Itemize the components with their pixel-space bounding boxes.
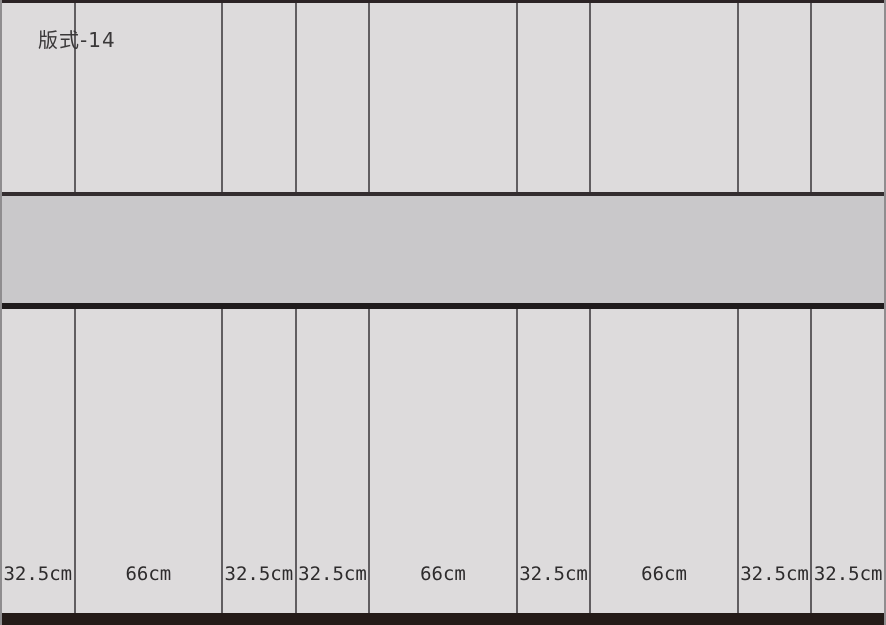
panel-column: 32.5cm (294, 309, 369, 613)
panel-width-label: 32.5cm (813, 563, 883, 585)
panel-column (736, 3, 811, 192)
top-frame-bar (2, 0, 884, 3)
panel-column (73, 3, 222, 192)
panel-column (810, 3, 884, 192)
panel-column (294, 3, 369, 192)
panel-width-label: 32.5cm (298, 563, 367, 585)
panel-width-label: 66cm (420, 563, 466, 585)
panel-column: 32.5cm (736, 309, 811, 613)
panel-column: 32.5cm (221, 309, 295, 613)
panel-column: 66cm (73, 309, 222, 613)
middle-band (2, 196, 884, 303)
lower-panel-row: 32.5cm 66cm 32.5cm 32.5cm 66cm 32.5cm 66cm 32.5… (2, 309, 884, 613)
bottom-frame-bar (2, 613, 884, 625)
diagram-title: 版式-14 (38, 28, 116, 52)
band-top-border (2, 192, 884, 196)
panel-width-label: 32.5cm (740, 563, 809, 585)
panel-width-label: 66cm (125, 563, 172, 585)
panel-column (221, 3, 295, 192)
panel-column (589, 3, 737, 192)
panel-width-label: 32.5cm (224, 563, 294, 585)
panel-column: 32.5cm (810, 309, 884, 613)
band-bottom-border (2, 303, 884, 309)
panel-width-label: 32.5cm (3, 563, 73, 585)
panel-width-label: 66cm (641, 563, 687, 585)
panel-column (515, 3, 590, 192)
upper-panel-row (2, 3, 884, 192)
panel-column (368, 3, 516, 192)
panel-width-label: 32.5cm (519, 563, 588, 585)
panel-column (2, 3, 74, 192)
panel-column: 32.5cm (515, 309, 590, 613)
panel-column: 32.5cm (2, 309, 74, 613)
panel-column: 66cm (368, 309, 516, 613)
panel-column: 66cm (589, 309, 737, 613)
